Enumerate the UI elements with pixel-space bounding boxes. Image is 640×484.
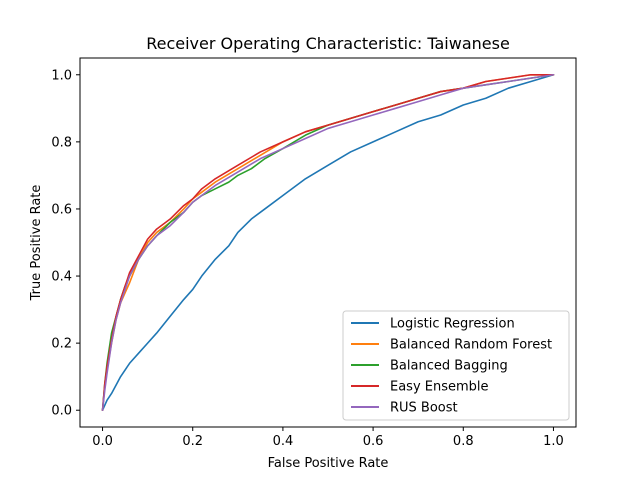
legend-label: Balanced Random Forest: [390, 338, 552, 353]
y-tick-label: 0.2: [51, 337, 72, 352]
x-tick-label: 0.8: [453, 434, 474, 449]
y-tick-label: 0.6: [51, 202, 72, 217]
x-axis-ticks: 0.0 0.2 0.4 0.6 0.8 1.0: [92, 427, 564, 449]
x-tick-label: 1.0: [543, 434, 564, 449]
legend-box: [342, 310, 570, 421]
series-line-3: [101, 73, 555, 412]
y-tick-label: 0.4: [51, 270, 72, 285]
chart-title: Receiver Operating Characteristic: Taiwa…: [146, 34, 510, 53]
x-axis-label: False Positive Rate: [268, 456, 389, 471]
y-tick-label: 0.0: [51, 404, 72, 419]
x-tick-label: 0.4: [273, 434, 294, 449]
series-lines: [101, 73, 555, 412]
y-tick-label: 0.8: [51, 135, 72, 150]
legend-label: Logistic Regression: [390, 317, 515, 332]
x-tick-label: 0.6: [363, 434, 384, 449]
legend-label: Balanced Bagging: [390, 359, 508, 374]
legend-label: Easy Ensemble: [390, 380, 489, 395]
y-tick-label: 1.0: [51, 68, 72, 83]
legend-label: RUS Boost: [390, 401, 458, 416]
series-line-0: [101, 73, 555, 412]
x-tick-label: 0.0: [92, 434, 113, 449]
series-line-4: [101, 73, 555, 412]
plot-frame: [79, 57, 577, 428]
y-axis-label: True Positive Rate: [29, 185, 44, 302]
x-tick-label: 0.2: [182, 434, 203, 449]
y-axis-ticks: 0.0 0.2 0.4 0.6 0.8 1.0: [51, 68, 80, 419]
legend: Logistic Regression Balanced Random Fores…: [342, 310, 570, 421]
